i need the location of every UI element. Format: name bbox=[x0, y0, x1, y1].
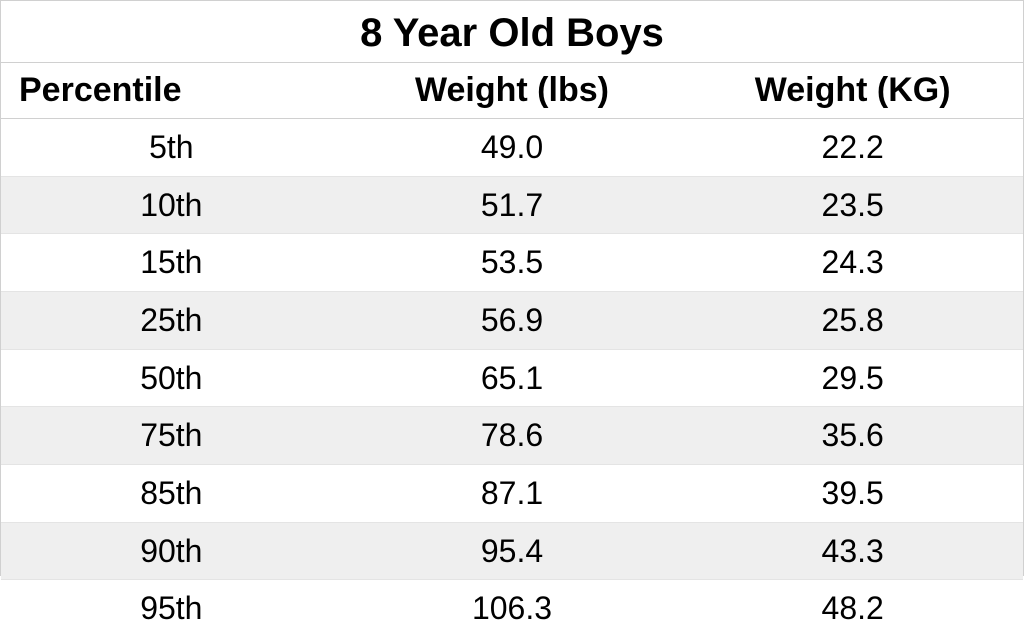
cell-weight-kg: 25.8 bbox=[682, 292, 1023, 350]
table-row: 5th 49.0 22.2 bbox=[1, 119, 1023, 177]
cell-weight-kg: 23.5 bbox=[682, 176, 1023, 234]
data-table: 8 Year Old Boys Percentile Weight (lbs) … bbox=[1, 1, 1023, 637]
cell-weight-lbs: 78.6 bbox=[342, 407, 683, 465]
table-header-row: Percentile Weight (lbs) Weight (KG) bbox=[1, 63, 1023, 119]
cell-percentile: 85th bbox=[1, 465, 342, 523]
table-row: 95th 106.3 48.2 bbox=[1, 580, 1023, 637]
cell-weight-lbs: 106.3 bbox=[342, 580, 683, 637]
cell-percentile: 95th bbox=[1, 580, 342, 637]
table-row: 85th 87.1 39.5 bbox=[1, 465, 1023, 523]
cell-weight-lbs: 53.5 bbox=[342, 234, 683, 292]
col-header-weight-kg: Weight (KG) bbox=[682, 63, 1023, 119]
cell-percentile: 10th bbox=[1, 176, 342, 234]
cell-weight-kg: 43.3 bbox=[682, 522, 1023, 580]
cell-weight-kg: 39.5 bbox=[682, 465, 1023, 523]
col-header-percentile: Percentile bbox=[1, 63, 342, 119]
cell-weight-kg: 35.6 bbox=[682, 407, 1023, 465]
cell-weight-kg: 29.5 bbox=[682, 349, 1023, 407]
table-row: 15th 53.5 24.3 bbox=[1, 234, 1023, 292]
table-row: 25th 56.9 25.8 bbox=[1, 292, 1023, 350]
cell-percentile: 50th bbox=[1, 349, 342, 407]
cell-weight-lbs: 87.1 bbox=[342, 465, 683, 523]
cell-weight-lbs: 49.0 bbox=[342, 119, 683, 177]
table-row: 50th 65.1 29.5 bbox=[1, 349, 1023, 407]
col-header-weight-lbs: Weight (lbs) bbox=[342, 63, 683, 119]
table-row: 90th 95.4 43.3 bbox=[1, 522, 1023, 580]
cell-percentile: 75th bbox=[1, 407, 342, 465]
cell-weight-kg: 48.2 bbox=[682, 580, 1023, 637]
cell-percentile: 5th bbox=[1, 119, 342, 177]
table-row: 10th 51.7 23.5 bbox=[1, 176, 1023, 234]
cell-percentile: 90th bbox=[1, 522, 342, 580]
cell-weight-lbs: 65.1 bbox=[342, 349, 683, 407]
cell-percentile: 15th bbox=[1, 234, 342, 292]
cell-weight-lbs: 51.7 bbox=[342, 176, 683, 234]
table-row: 75th 78.6 35.6 bbox=[1, 407, 1023, 465]
cell-weight-kg: 24.3 bbox=[682, 234, 1023, 292]
table-body: 5th 49.0 22.2 10th 51.7 23.5 15th 53.5 2… bbox=[1, 119, 1023, 637]
cell-percentile: 25th bbox=[1, 292, 342, 350]
weight-percentile-table: 8 Year Old Boys Percentile Weight (lbs) … bbox=[0, 0, 1024, 576]
cell-weight-lbs: 95.4 bbox=[342, 522, 683, 580]
cell-weight-lbs: 56.9 bbox=[342, 292, 683, 350]
cell-weight-kg: 22.2 bbox=[682, 119, 1023, 177]
table-title: 8 Year Old Boys bbox=[1, 1, 1023, 63]
